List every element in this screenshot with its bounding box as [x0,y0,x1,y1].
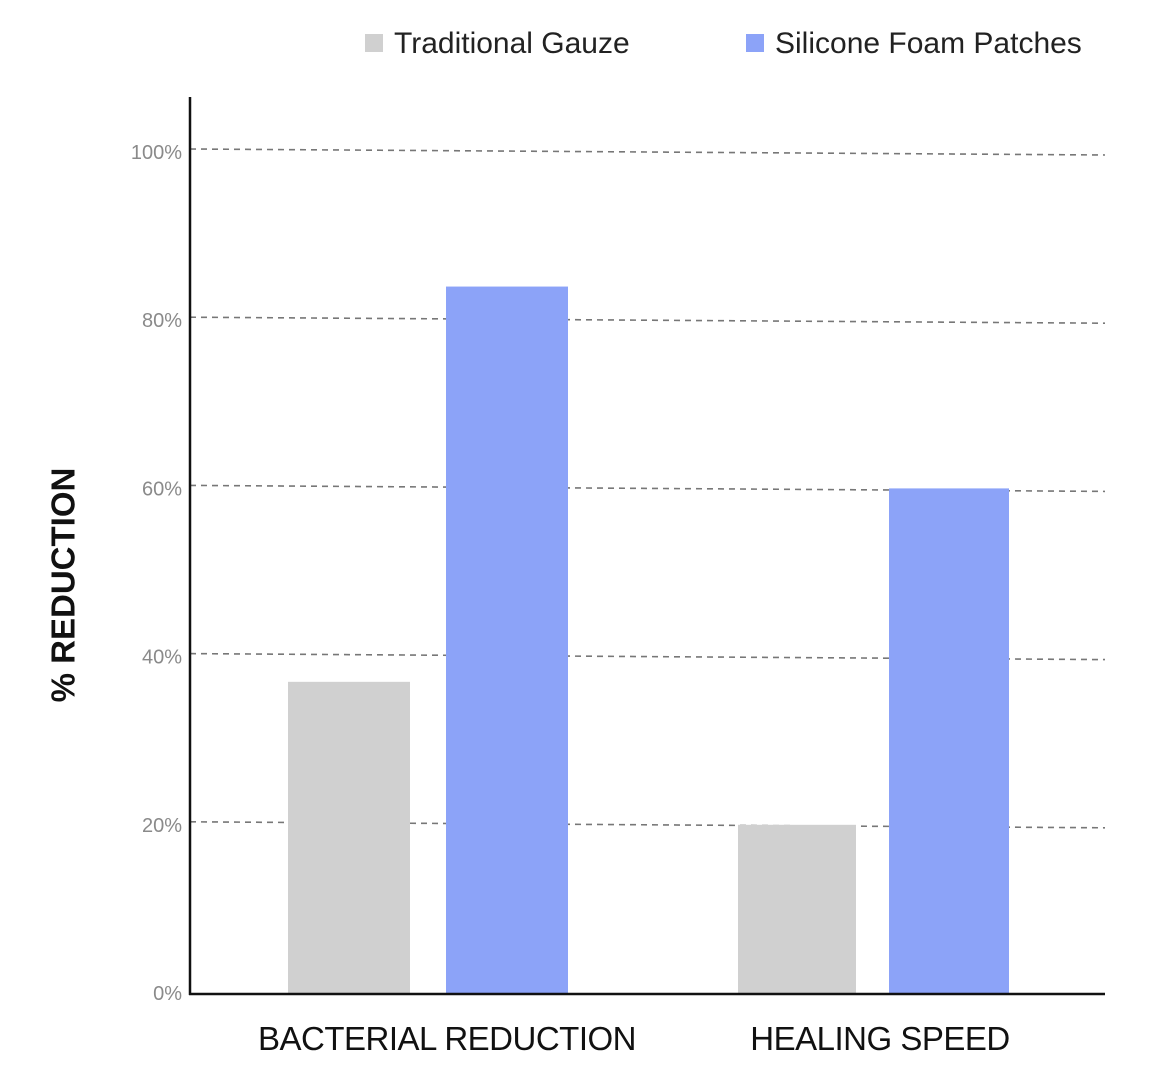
y-tick-label: 100% [131,142,182,164]
bar-traditional-gauze-0 [288,681,410,993]
y-tick-label: 60% [142,478,182,500]
y-tick-label: 80% [142,310,182,332]
bar-silicone-foam-patches-0 [446,286,568,993]
legend-label: Silicone Foam Patches [775,27,1082,60]
bar-silicone-foam-patches-1 [889,488,1009,993]
x-category-label: BACTERIAL REDUCTION [258,1020,636,1057]
y-tick-label: 0% [153,983,182,1005]
bars [288,286,1009,993]
x-category-labels: BACTERIAL REDUCTION HEALING SPEED [258,1020,1010,1057]
x-category-label: HEALING SPEED [750,1020,1009,1057]
legend: Traditional Gauze Silicone Foam Patches [365,27,1082,60]
gridline [189,316,1106,324]
bar-traditional-gauze-1 [738,824,856,993]
y-tick-label: 40% [142,647,182,669]
legend-swatch [746,34,764,52]
y-axis-title: % REDUCTION [45,468,82,703]
gridline [189,148,1106,156]
y-tick-labels: 0% 20% 40% 60% 80% 100% [131,142,182,1005]
legend-swatch [365,34,383,52]
legend-label: Traditional Gauze [394,27,630,60]
y-tick-label: 20% [142,815,182,837]
